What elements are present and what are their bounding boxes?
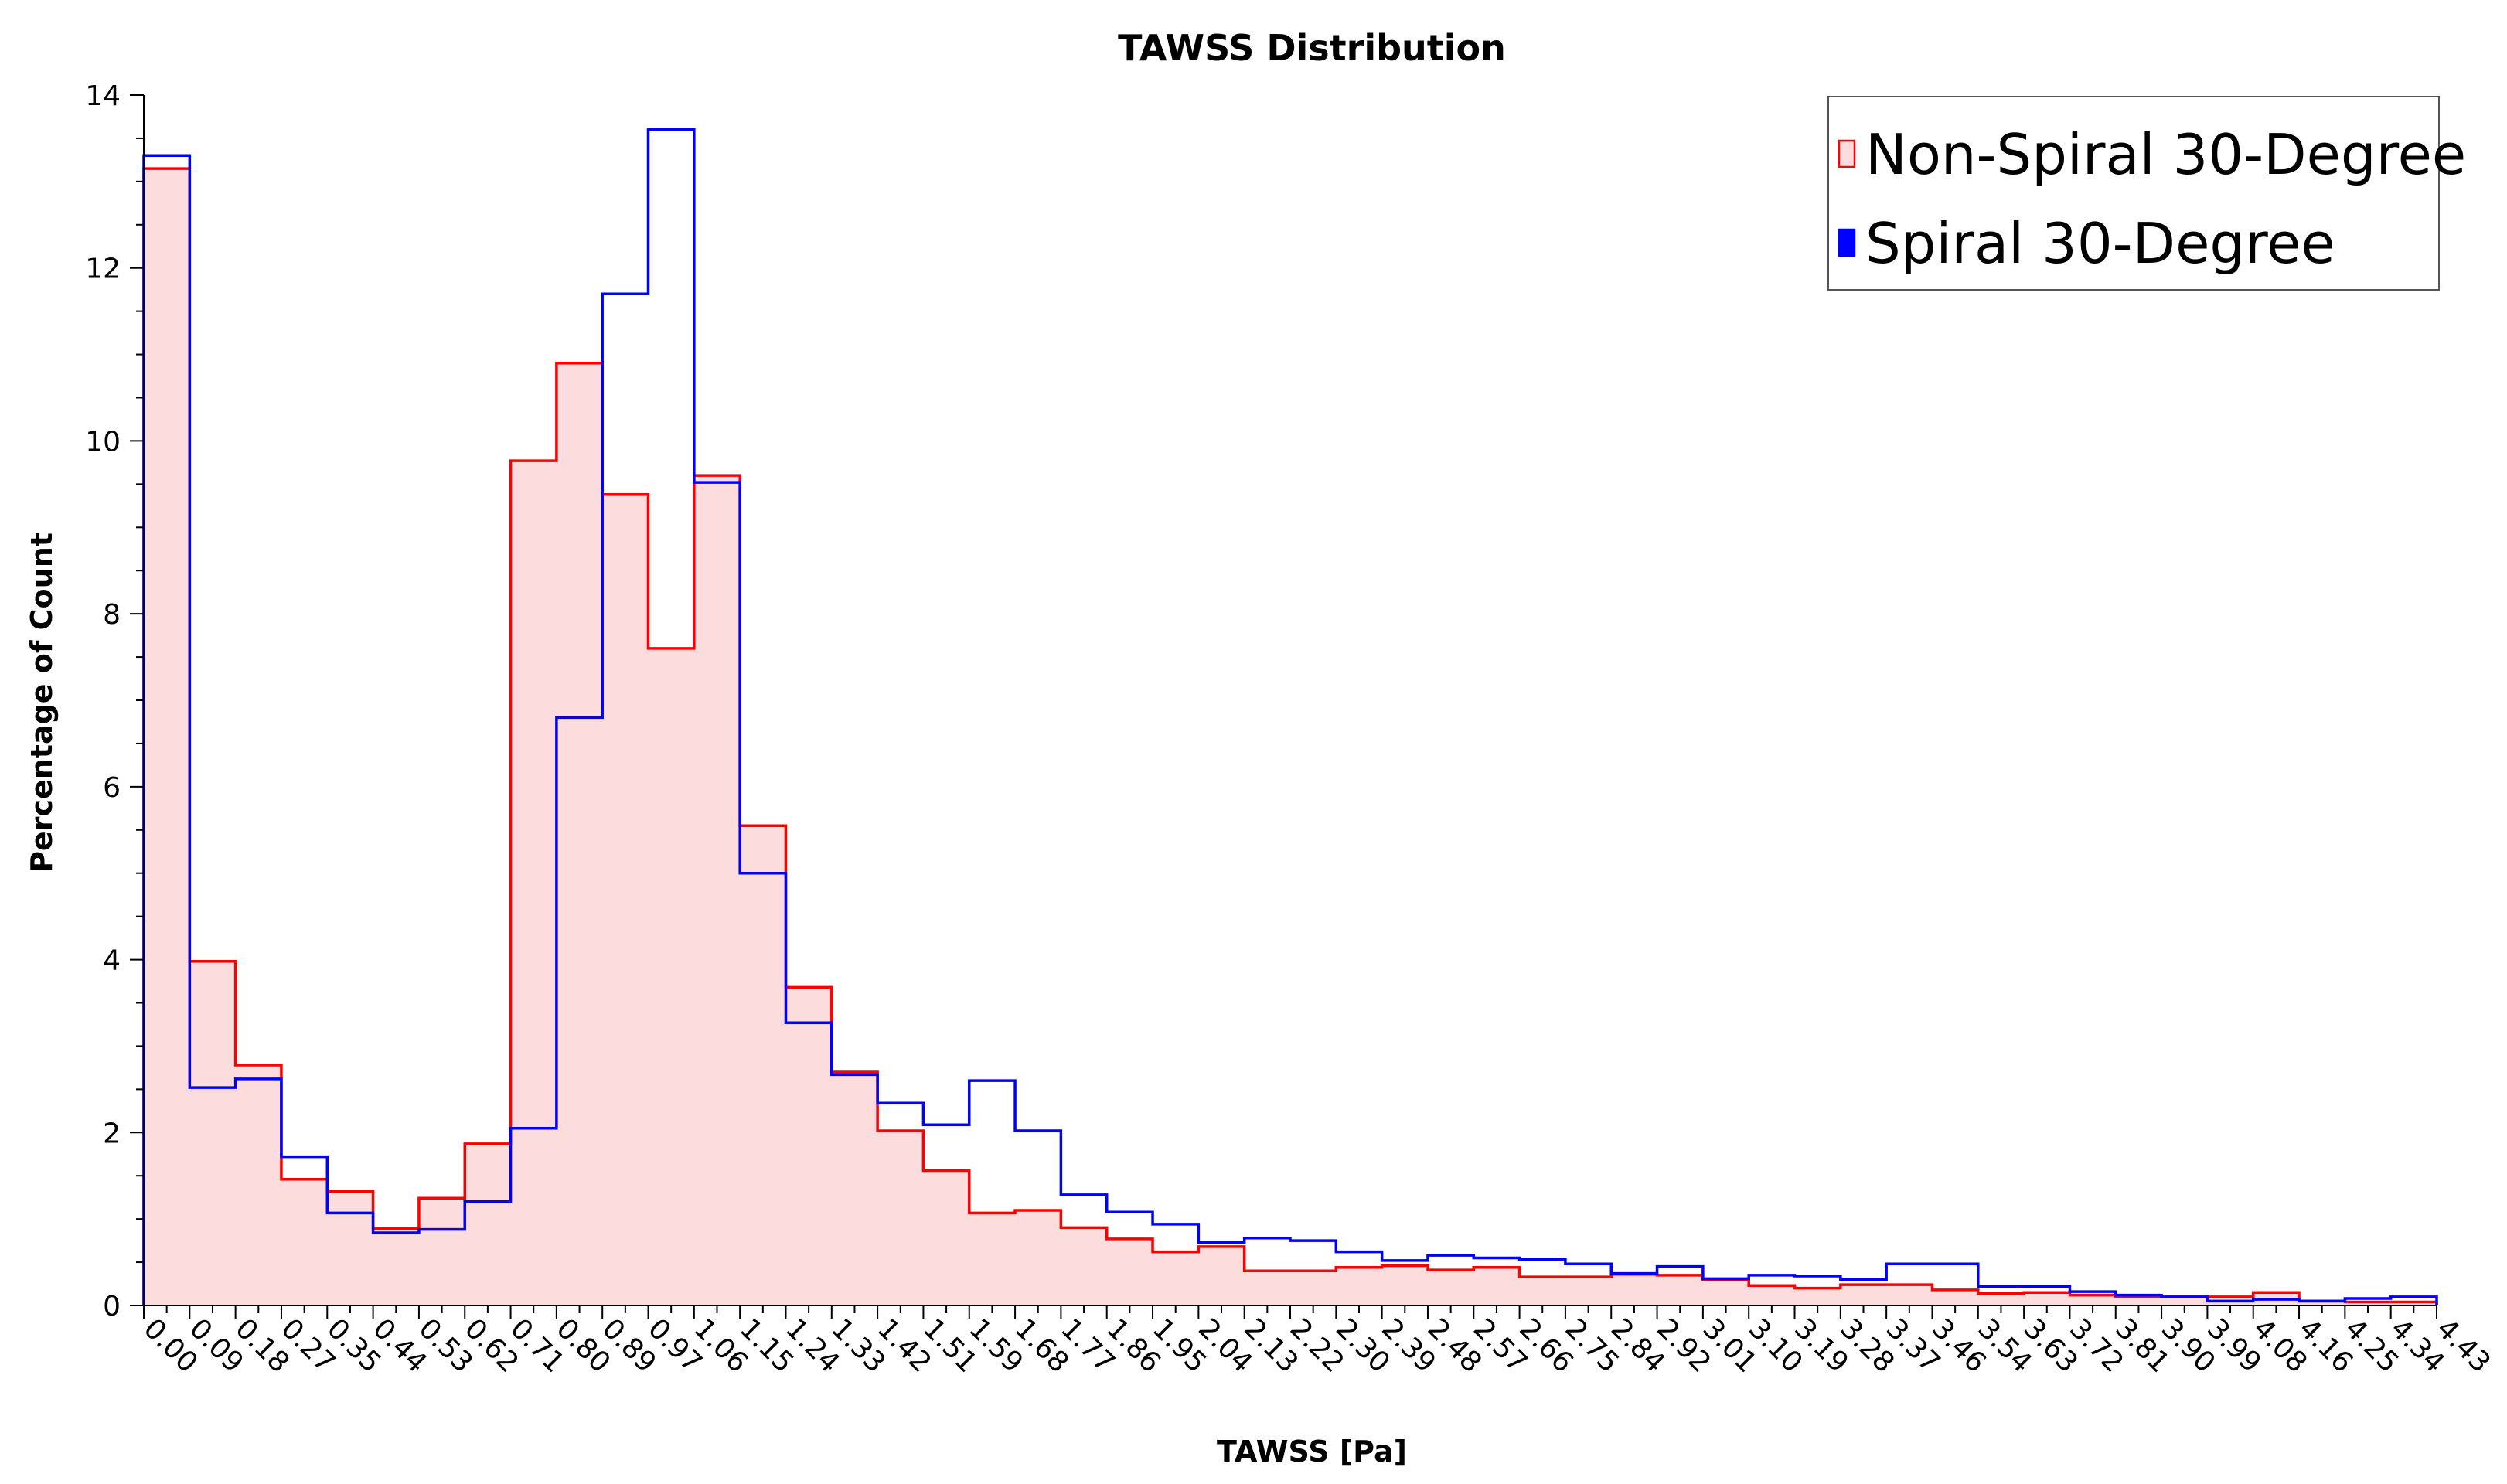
x-tick-label: 0.00 bbox=[138, 1312, 204, 1379]
legend-swatch-non-spiral-30-degree bbox=[1838, 139, 1856, 168]
y-tick-label: 12 bbox=[85, 254, 121, 285]
y-tick-label: 8 bbox=[103, 599, 121, 631]
legend-swatch-spiral-30-degree bbox=[1838, 228, 1856, 257]
series-area-non-spiral-30-degree bbox=[144, 168, 2437, 1305]
y-axis: 0 2 4 6 8 10 12 14 bbox=[85, 80, 145, 1322]
series-non-spiral-30-degree bbox=[142, 167, 2438, 1305]
legend-label-non-spiral-30-degree: Non-Spiral 30-Degree bbox=[1865, 122, 2466, 187]
y-tick-label: 2 bbox=[103, 1118, 121, 1149]
x-axis-label: TAWSS [Pa] bbox=[1217, 1435, 1407, 1469]
y-tick-label: 4 bbox=[103, 945, 121, 977]
series-spiral-30-degree bbox=[142, 128, 2438, 1305]
y-axis-label: Percentage of Count bbox=[25, 533, 59, 873]
chart-title: TAWSS Distribution bbox=[1118, 27, 1506, 69]
legend: Non-Spiral 30-Degree Spiral 30-Degree bbox=[1827, 96, 2466, 291]
y-tick-label: 0 bbox=[103, 1291, 121, 1322]
y-tick-label: 14 bbox=[85, 80, 121, 112]
y-tick-label: 6 bbox=[103, 772, 121, 804]
x-axis: 0.000.090.180.270.350.440.530.620.710.80… bbox=[138, 1305, 2496, 1379]
legend-box bbox=[1827, 96, 2440, 291]
y-tick-label: 10 bbox=[85, 426, 121, 458]
plot-area bbox=[142, 128, 2438, 1305]
series-line-non-spiral-30-degree bbox=[142, 167, 2438, 1305]
series-line-spiral-30-degree bbox=[142, 128, 2438, 1305]
legend-label-spiral-30-degree: Spiral 30-Degree bbox=[1865, 211, 2335, 276]
